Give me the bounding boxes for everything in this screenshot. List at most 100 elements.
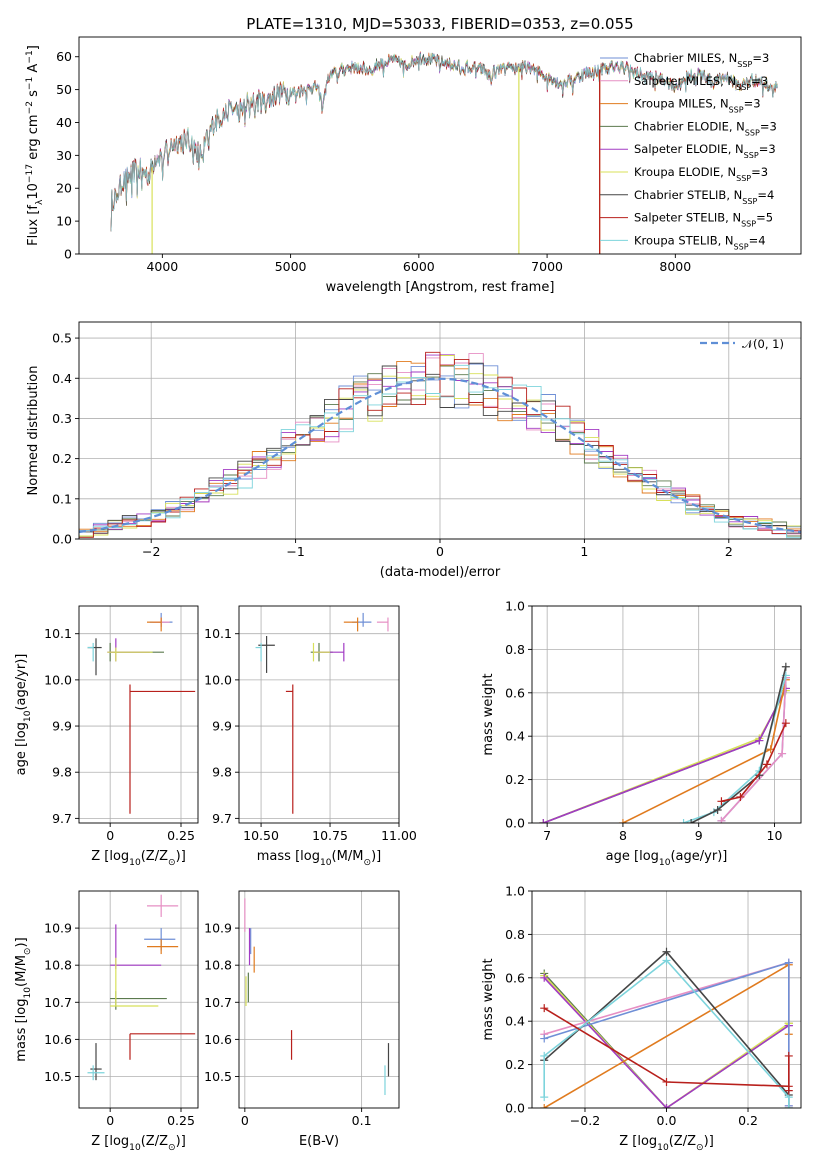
mass-weight-vs-metallicity-panel: −0.2 0.0 0.2 0.0 0.2 0.4 0.6 0.8 1.0 Z [log10(Z/Z… xyxy=(481,884,802,1153)
weight-marker xyxy=(687,819,696,823)
x-tick-label: 7000 xyxy=(531,259,563,274)
y-tick-label: 0.4 xyxy=(52,371,72,386)
weight-marker xyxy=(784,1104,793,1108)
x-tick-label: 11.00 xyxy=(381,828,417,843)
y-tick-label: 9.8 xyxy=(212,765,232,780)
weight-marker xyxy=(736,792,745,801)
y-tick-label: 10.0 xyxy=(204,672,232,687)
x-tick-label: −2 xyxy=(142,544,160,559)
histogram-kroupa-stelib xyxy=(79,364,801,539)
age-vs-metallicity-panel: 0 0.25 9.7 9.8 9.9 10.0 10.1 Z [log10(Z/Z⊙)] age… xyxy=(14,605,199,868)
axes-frame xyxy=(78,890,199,1109)
y-tick-label: 0.8 xyxy=(505,927,525,942)
y-tick-label: 0.6 xyxy=(505,970,525,985)
x-tick-label: 0 xyxy=(106,828,114,843)
legend: Chabrier MILES, NSSP=3 Salpeter MILES, NS… xyxy=(600,51,777,251)
y-tick-label: 0.0 xyxy=(505,816,525,831)
y-axis-label: mass weight xyxy=(481,958,496,1040)
x-axis-label: (data-model)/error xyxy=(380,565,501,580)
figure-title: PLATE=1310, MJD=53033, FIBERID=0353, z=0… xyxy=(246,15,633,33)
x-tick-label: 5000 xyxy=(275,259,307,274)
y-tick-label: 9.9 xyxy=(52,719,72,734)
legend-label: Chabrier STELIB, NSSP=4 xyxy=(634,188,774,206)
weight-marker xyxy=(662,1077,671,1086)
x-tick-label: 0.25 xyxy=(167,1113,195,1128)
weight-line-chabrier-stelib xyxy=(690,666,787,823)
x-tick-label: 0 xyxy=(436,544,444,559)
axes: 7 8 9 10 0.0 0.2 0.4 0.6 0.8 1.0 age [log10(age/yr… xyxy=(481,599,802,868)
legend: 𝒩(0, 1) xyxy=(700,337,784,351)
mass-vs-metallicity-panel: 0 0.25 10.5 10.6 10.7 10.8 10.9 Z [log10(Z/Z⊙)]… xyxy=(14,890,199,1153)
x-tick-label: 0.1 xyxy=(352,1113,372,1128)
y-axis-label: mass weight xyxy=(481,673,496,755)
x-tick-label: 10.75 xyxy=(312,828,348,843)
weight-marker xyxy=(679,819,688,823)
weight-marker xyxy=(662,956,671,965)
weight-line-kroupa-elodie xyxy=(543,690,787,823)
axes-frame xyxy=(531,605,802,824)
axes: −0.2 0.0 0.2 0.0 0.2 0.4 0.6 0.8 1.0 Z [log10(Z/Z… xyxy=(481,884,802,1153)
y-axis-label: Normed distribution xyxy=(26,366,41,496)
y-tick-label: 10.6 xyxy=(204,1032,232,1047)
y-axis-label: age [log10(age/yr)] xyxy=(14,654,33,776)
spectrum-line-kroupa-stelib xyxy=(110,53,778,232)
weight-marker xyxy=(762,760,771,769)
x-tick-label: 0.2 xyxy=(738,1113,758,1128)
y-tick-label: 0 xyxy=(64,247,72,262)
y-tick-label: 10.1 xyxy=(44,626,72,641)
weight-marker xyxy=(717,816,726,823)
y-tick-label: 9.7 xyxy=(212,811,232,826)
x-tick-label: 9 xyxy=(695,828,703,843)
y-tick-label: 0.5 xyxy=(52,331,72,346)
weight-marker xyxy=(755,736,764,745)
x-tick-label: 1 xyxy=(580,544,588,559)
y-tick-label: 9.9 xyxy=(212,719,232,734)
weight-marker xyxy=(713,805,722,814)
x-tick-label: 10 xyxy=(767,828,783,843)
weight-marker xyxy=(540,1104,549,1108)
x-axis-label: mass [log10(M/M⊙)] xyxy=(257,849,381,868)
axes: 0 0.1 10.5 10.6 10.7 10.8 10.9 E(B-V) xyxy=(204,890,400,1149)
y-tick-label: 0.0 xyxy=(505,1101,525,1116)
y-tick-label: 0.0 xyxy=(52,532,72,547)
plot-area xyxy=(539,662,790,823)
age-vs-mass-panel: 10.50 10.75 11.00 9.7 9.8 9.9 10.0 10.1 mass [lo… xyxy=(204,605,417,868)
y-tick-label: 0.2 xyxy=(505,772,525,787)
grid xyxy=(532,605,801,824)
mass-vs-extinction-panel: 0 0.1 10.5 10.6 10.7 10.8 10.9 E(B-V) xyxy=(204,890,400,1149)
y-tick-label: 20 xyxy=(56,181,72,196)
y-tick-label: 60 xyxy=(56,49,72,64)
x-tick-label: 6000 xyxy=(403,259,435,274)
y-tick-label: 9.8 xyxy=(52,765,72,780)
y-tick-label: 9.7 xyxy=(52,811,72,826)
y-tick-label: 10.7 xyxy=(204,995,232,1010)
x-axis-label: E(B-V) xyxy=(299,1134,339,1149)
weight-marker xyxy=(540,1034,549,1043)
y-tick-label: 0.8 xyxy=(505,642,525,657)
axes: 4000 5000 6000 7000 8000 0 10 20 30 40 50 60 wavelen… xyxy=(25,36,802,295)
weight-marker xyxy=(540,1051,549,1060)
plot-area xyxy=(255,612,389,814)
residuals-panel: −2 −1 0 1 2 0.0 0.1 0.2 0.3 0.4 0.5 (data-model)/er… xyxy=(26,321,802,580)
x-axis-label: Z [log10(Z/Z⊙)] xyxy=(91,1134,186,1153)
axes-frame xyxy=(238,890,400,1109)
grid xyxy=(239,891,399,1108)
y-axis-label: mass [log10(M/M⊙)] xyxy=(14,937,33,1061)
y-tick-label: 10.8 xyxy=(44,958,72,973)
y-tick-label: 10.1 xyxy=(204,626,232,641)
x-tick-label: 4000 xyxy=(146,259,178,274)
y-tick-label: 0.4 xyxy=(505,729,525,744)
weight-marker xyxy=(540,1093,549,1102)
x-tick-label: 7 xyxy=(543,828,551,843)
plot-area xyxy=(244,898,390,1096)
x-tick-label: 0.0 xyxy=(657,1113,677,1128)
x-axis-label: age [log10(age/yr)] xyxy=(606,849,728,868)
legend-label: Chabrier MILES, NSSP=3 xyxy=(634,51,769,69)
x-tick-label: 0 xyxy=(241,1113,249,1128)
legend-label: Kroupa STELIB, NSSP=4 xyxy=(634,233,766,251)
weight-marker xyxy=(539,819,548,823)
weight-marker xyxy=(781,662,790,671)
weight-marker xyxy=(778,749,787,758)
y-tick-label: 0.4 xyxy=(505,1014,525,1029)
